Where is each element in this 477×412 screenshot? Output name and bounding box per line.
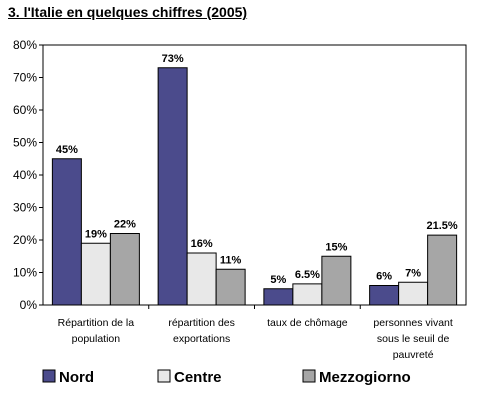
y-tick-label: 50% bbox=[13, 136, 37, 150]
bar-mezzogiorno bbox=[427, 234, 458, 306]
y-tick-label: 60% bbox=[13, 103, 37, 117]
data-label: 6% bbox=[376, 271, 392, 283]
bar-centre bbox=[80, 242, 111, 306]
data-label: 16% bbox=[191, 238, 213, 250]
data-label: 45% bbox=[56, 144, 78, 156]
bar-centre bbox=[398, 281, 429, 306]
data-label: 15% bbox=[325, 241, 347, 253]
y-tick-label: 70% bbox=[13, 71, 37, 85]
data-label: 6.5% bbox=[295, 269, 320, 281]
chart-title: 3. l'Italie en quelques chiffres (2005) bbox=[8, 4, 248, 20]
data-label: 22% bbox=[114, 219, 136, 231]
data-label: 19% bbox=[85, 228, 107, 240]
category-label: Répartition de la bbox=[58, 317, 135, 329]
legend-label-nord: Nord bbox=[59, 369, 94, 386]
bar-nord bbox=[51, 158, 82, 306]
category-label: exportations bbox=[173, 333, 230, 345]
category-label: taux de chômage bbox=[267, 317, 348, 329]
legend-label-centre: Centre bbox=[174, 369, 222, 386]
data-label: 11% bbox=[220, 254, 242, 266]
bar-mezzogiorno bbox=[215, 268, 246, 306]
bar-nord bbox=[263, 288, 294, 306]
bar-centre bbox=[186, 252, 217, 306]
category-label: sous le seuil de bbox=[377, 333, 450, 345]
legend-label-mezzogiorno: Mezzogiorno bbox=[319, 369, 411, 386]
data-label: 7% bbox=[405, 267, 421, 279]
legend-swatch-mezzogiorno bbox=[302, 369, 316, 383]
y-tick-label: 0% bbox=[20, 298, 38, 312]
y-tick-label: 80% bbox=[13, 38, 37, 52]
category-label: pauvreté bbox=[393, 349, 434, 361]
category-label: population bbox=[72, 333, 121, 345]
category-label: personnes vivant bbox=[373, 317, 452, 329]
category-label: répartition des bbox=[168, 317, 235, 329]
y-tick-label: 40% bbox=[13, 168, 37, 182]
bar-nord bbox=[157, 67, 188, 306]
y-tick-label: 30% bbox=[13, 201, 37, 215]
data-label: 5% bbox=[270, 274, 286, 286]
bar-nord bbox=[369, 285, 400, 306]
y-tick-label: 20% bbox=[13, 233, 37, 247]
bar-mezzogiorno bbox=[321, 255, 352, 306]
bar-centre bbox=[292, 283, 323, 306]
data-label: 21.5% bbox=[427, 220, 458, 232]
legend-swatch-nord bbox=[42, 369, 56, 383]
legend-swatch-centre bbox=[157, 369, 171, 383]
data-label: 73% bbox=[162, 53, 184, 65]
y-tick-label: 10% bbox=[13, 266, 37, 280]
bar-mezzogiorno bbox=[109, 233, 140, 306]
